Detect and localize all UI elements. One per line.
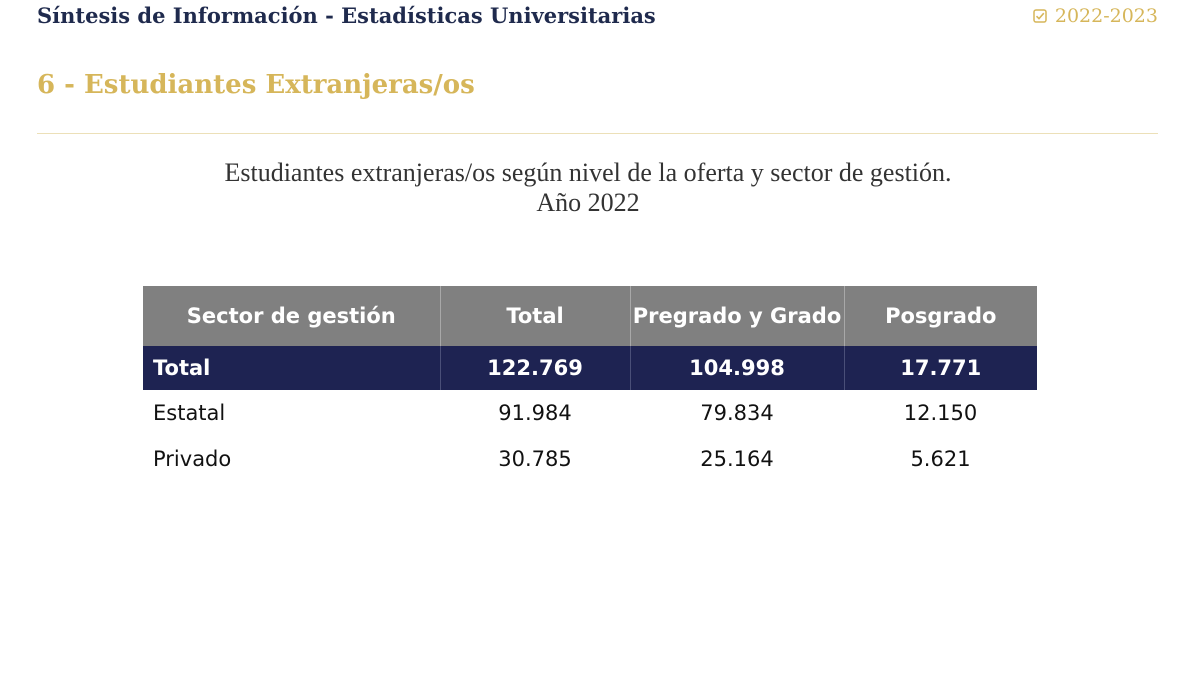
section-divider: [37, 133, 1158, 134]
row-label: Privado: [153, 447, 232, 471]
column-header-posgrado: Posgrado: [844, 286, 1037, 346]
cell-posgrado: 5.621: [910, 447, 971, 471]
page-header-title: Síntesis de Información - Estadísticas U…: [37, 3, 656, 28]
caption-line-2: Año 2022: [536, 188, 640, 217]
table-caption: Estudiantes extranjeras/os según nivel d…: [0, 158, 1176, 218]
column-header-pregrado: Pregrado y Grado: [630, 286, 845, 346]
table-row-estatal: Estatal 91.984 79.834 12.150: [143, 390, 1037, 436]
cell-posgrado: 17.771: [844, 346, 1037, 390]
table-header-row: Sector de gestión Total Pregrado y Grado…: [143, 286, 1037, 346]
column-header-total: Total: [440, 286, 631, 346]
check-box-icon: [1033, 9, 1047, 23]
year-label: 2022-2023: [1054, 5, 1158, 27]
students-table: Sector de gestión Total Pregrado y Grado…: [143, 286, 1037, 482]
cell-pregrado: 25.164: [700, 447, 774, 471]
row-label: Total: [143, 346, 441, 390]
cell-pregrado: 79.834: [700, 401, 774, 425]
cell-pregrado: 104.998: [630, 346, 845, 390]
header-year: 2022-2023: [1033, 5, 1158, 27]
table-row-total: Total 122.769 104.998 17.771: [143, 346, 1037, 390]
table-row-privado: Privado 30.785 25.164 5.621: [143, 436, 1037, 482]
cell-total: 122.769: [440, 346, 631, 390]
cell-total: 91.984: [498, 401, 572, 425]
caption-line-1: Estudiantes extranjeras/os según nivel d…: [224, 158, 952, 187]
cell-total: 30.785: [498, 447, 572, 471]
section-title: 6 - Estudiantes Extranjeras/os: [37, 70, 475, 100]
row-label: Estatal: [153, 401, 226, 425]
cell-posgrado: 12.150: [903, 401, 978, 425]
column-header-sector: Sector de gestión: [143, 286, 441, 346]
